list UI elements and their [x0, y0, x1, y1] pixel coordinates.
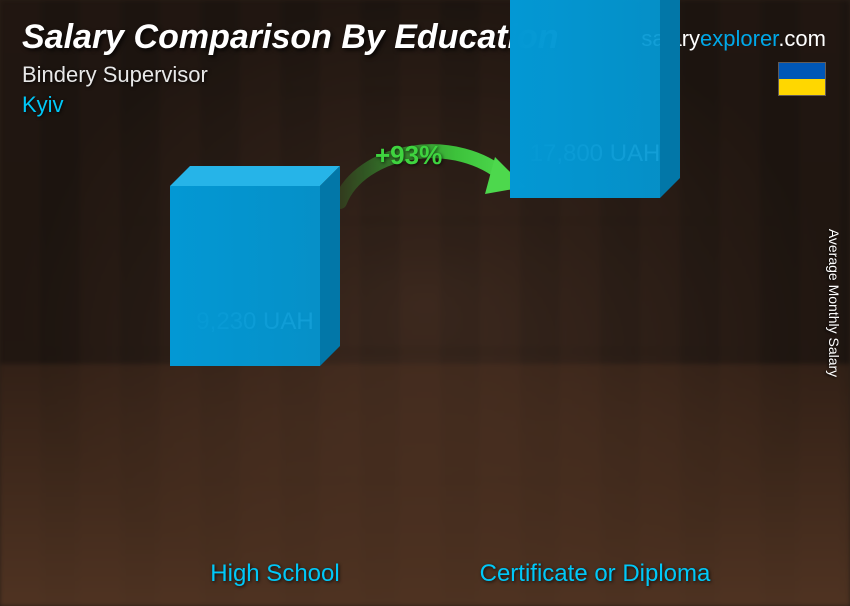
job-title: Bindery Supervisor: [22, 62, 208, 88]
main-title: Salary Comparison By Education: [22, 18, 559, 57]
bar-certificate-diploma: 17,800 UAH: [510, 198, 700, 546]
y-axis-label: Average Monthly Salary: [826, 229, 842, 377]
bar-side-face: [660, 0, 680, 198]
flag-bottom-stripe: [779, 79, 825, 95]
bar-chart: 9,230 UAH 17,800 UAH: [100, 140, 760, 546]
brand-suffix: .com: [778, 26, 826, 51]
bar-side-face: [320, 166, 340, 366]
category-label: Certificate or Diploma: [445, 560, 745, 588]
bar-front-face: [510, 0, 660, 198]
bar-high-school: 9,230 UAH: [170, 366, 360, 546]
brand-mid: explorer: [700, 26, 778, 51]
bar-top-face: [170, 166, 340, 186]
bar-front-face: [170, 186, 320, 366]
category-label: High School: [165, 560, 385, 588]
ukraine-flag-icon: [778, 62, 826, 96]
location-label: Kyiv: [22, 92, 64, 118]
infographic-content: Salary Comparison By Education Bindery S…: [0, 0, 850, 606]
flag-top-stripe: [779, 63, 825, 79]
